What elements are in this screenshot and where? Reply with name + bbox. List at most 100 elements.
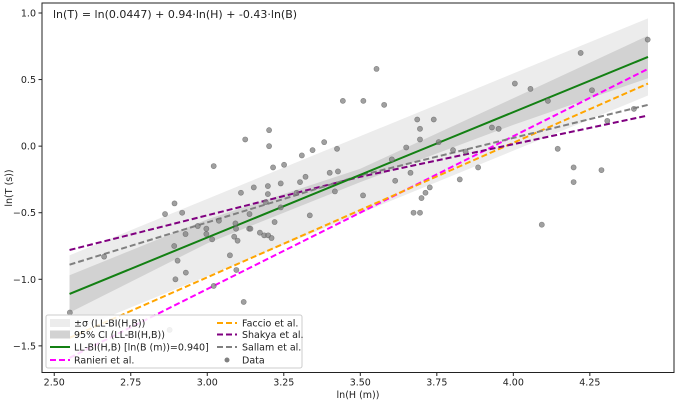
legend-item-sallam: Sallam et al. — [217, 343, 301, 354]
data-point — [257, 229, 263, 236]
x-tick-label: 3.50 — [350, 378, 371, 389]
data-point — [231, 233, 238, 240]
legend-item-data: Data — [224, 356, 265, 367]
x-tick-label: 4.00 — [503, 378, 524, 389]
equation-annotation: ln(T) = ln(0.0447) + 0.94·ln(H) + -0.43·… — [53, 8, 297, 21]
data-point — [644, 36, 651, 43]
data-point — [247, 225, 254, 232]
ci-band — [69, 35, 648, 313]
data-point — [297, 179, 303, 185]
data-point — [388, 156, 395, 163]
y-tick-label: −0.5 — [13, 208, 36, 219]
data-point — [360, 97, 367, 104]
data-point — [302, 173, 309, 180]
data-point — [545, 97, 551, 104]
data-points — [66, 36, 651, 333]
data-point — [554, 145, 561, 152]
y-axis-label: ln(T (s)) — [4, 169, 15, 206]
y-tick-label: −1.0 — [13, 275, 36, 286]
x-tick-label: 2.50 — [44, 378, 65, 389]
data-point — [331, 188, 338, 195]
legend-label: Faccio et al. — [242, 319, 298, 330]
data-point — [203, 225, 210, 232]
y-tick-label: 0.0 — [21, 142, 36, 153]
x-tick-label: 4.25 — [579, 378, 600, 389]
data-point — [309, 147, 316, 154]
legend-marker — [224, 357, 230, 363]
data-point — [171, 243, 178, 249]
data-point — [266, 127, 272, 134]
data-point — [281, 161, 287, 168]
data-point — [495, 125, 502, 132]
data-point — [403, 144, 410, 151]
legend-swatch — [50, 319, 70, 327]
data-point — [179, 209, 186, 216]
data-point — [210, 283, 217, 289]
y-tick-label: 1.0 — [21, 8, 36, 19]
data-point — [238, 189, 244, 196]
legend-item-ll-bihb: LL-BI(H,B) [ln(B (m))=0.940] — [50, 343, 209, 354]
data-point — [407, 169, 414, 176]
data-point — [321, 139, 328, 146]
data-point — [262, 199, 269, 205]
legend-item-: ±σ (LL-BI(H,B)) — [50, 319, 145, 330]
data-point — [335, 168, 341, 175]
data-point — [293, 189, 300, 196]
legend-label: ±σ (LL-BI(H,B)) — [74, 319, 145, 330]
data-point — [577, 50, 584, 56]
data-point — [589, 87, 595, 94]
data-point — [430, 116, 437, 123]
data-point — [233, 225, 239, 232]
data-point — [414, 116, 421, 123]
data-point — [234, 237, 241, 244]
data-point — [339, 97, 346, 104]
data-point — [172, 276, 179, 283]
data-point — [203, 231, 210, 237]
data-point — [298, 152, 305, 159]
data-point — [450, 147, 456, 154]
data-point — [417, 209, 423, 216]
data-point — [631, 105, 637, 112]
data-point — [417, 125, 423, 132]
data-point — [182, 269, 189, 276]
axis-ticks: 2.50 2.75 3.00 3.25 3.50 3.75 4.00 4.25 −1.5 −1.0… — [13, 8, 600, 388]
legend: ±σ (LL-BI(H,B))95% CI (LL-BI(H,B)) LL-BI(… — [45, 314, 304, 369]
legend-swatch — [50, 330, 70, 339]
series-line-shakya — [69, 114, 649, 251]
plot-frame — [41, 2, 675, 373]
legend-item-shakya: Shakya et al. — [217, 330, 304, 341]
data-point — [174, 257, 181, 264]
data-point — [266, 143, 272, 150]
data-point — [270, 164, 276, 171]
legend-label: Shakya et al. — [242, 330, 304, 341]
data-point — [182, 231, 189, 237]
data-point — [215, 217, 222, 224]
y-tick-label: 0.5 — [21, 75, 36, 86]
data-point — [598, 167, 605, 174]
data-point — [410, 209, 417, 216]
data-point — [194, 223, 201, 229]
data-point — [264, 191, 271, 197]
data-point — [475, 164, 482, 171]
data-point — [418, 195, 425, 201]
legend-label: Sallam et al. — [242, 343, 301, 354]
data-point — [334, 145, 340, 152]
data-point — [570, 179, 577, 185]
data-point — [527, 85, 534, 92]
data-point — [242, 136, 249, 143]
data-point — [268, 235, 275, 241]
x-axis-label: ln(H (m)) — [337, 390, 380, 401]
data-point — [162, 211, 168, 217]
data-point — [66, 309, 73, 316]
series-line-sallam — [69, 103, 649, 266]
data-point — [277, 204, 284, 211]
legend-label: LL-BI(H,B) [ln(B (m))=0.940] — [74, 343, 209, 354]
data-point — [488, 124, 495, 131]
data-point — [381, 101, 388, 108]
data-point — [246, 211, 253, 217]
legend-item-95: 95% CI (LL-BI(H,B)) — [50, 330, 165, 341]
data-point — [171, 200, 178, 207]
x-tick-label: 3.00 — [197, 378, 218, 389]
data-point — [417, 136, 423, 143]
